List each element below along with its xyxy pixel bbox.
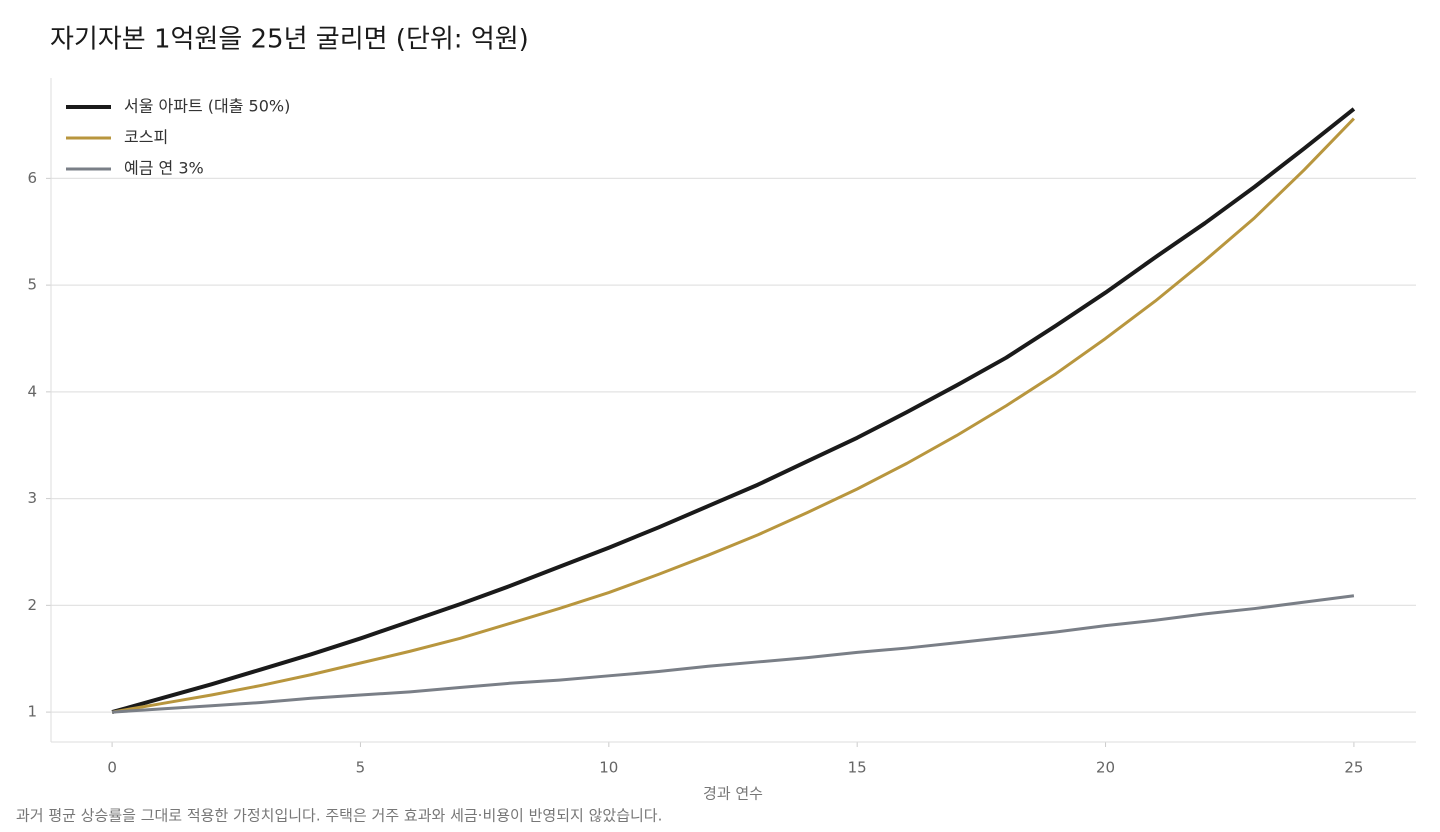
x-tick-label: 5 [356,759,366,777]
x-tick-label: 15 [848,759,867,777]
x-axis-label: 경과 연수 [703,785,763,803]
x-tick-label: 10 [599,759,618,777]
x-tick-label: 0 [107,759,117,777]
series-line [112,594,1355,714]
y-tick-label: 1 [27,703,37,721]
y-tick-label: 2 [27,596,37,614]
legend-label: 서울 아파트 (대출 50%) [124,97,290,116]
y-tick-label: 3 [27,489,37,507]
legend-label: 코스피 [124,128,168,147]
series-line [111,107,1356,715]
footnote: 과거 평균 상승률을 그대로 적용한 가정치입니다. 주택은 거주 효과와 세금… [16,807,662,825]
chart-title: 자기자본 1억원을 25년 굴리면 (단위: 억원) [50,25,529,55]
x-tick-label: 25 [1344,759,1363,777]
x-tick-label: 20 [1096,759,1115,777]
legend-label: 예금 연 3% [124,159,204,178]
y-tick-label: 5 [27,276,37,294]
y-tick-label: 6 [27,169,37,187]
series-line [111,117,1355,714]
y-tick-label: 4 [27,382,37,400]
